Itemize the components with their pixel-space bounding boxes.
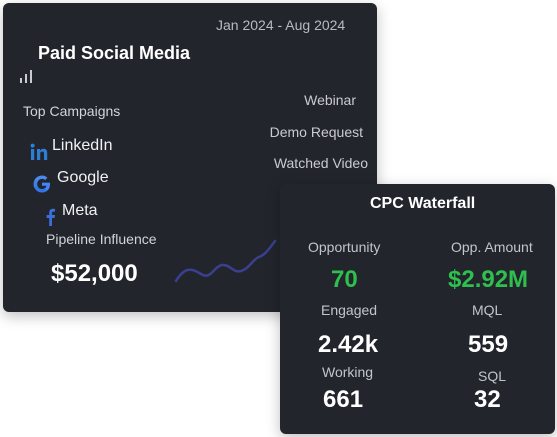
metric-value-sql: 32 — [474, 386, 501, 413]
metric-value-working: 661 — [323, 386, 364, 413]
linkedin-icon — [30, 143, 48, 160]
metric-value-mql: 559 — [468, 331, 509, 358]
right-list-item: Webinar — [304, 92, 356, 108]
right-list-item: Demo Request — [269, 124, 363, 140]
facebook-icon — [46, 208, 55, 226]
card-title: CPC Waterfall — [370, 195, 476, 212]
metric-label-engaged: Engaged — [321, 302, 378, 318]
metric-label-working: Working — [322, 364, 374, 380]
google-icon — [33, 175, 50, 193]
right-list-item: Watched Video — [273, 155, 368, 171]
pipeline-influence-value: $52,000 — [51, 260, 138, 287]
campaign-google: Google — [57, 169, 109, 186]
metric-label-mql: MQL — [472, 302, 503, 318]
pipeline-influence-label: Pipeline Influence — [46, 231, 157, 247]
metric-value-opportunity: 70 — [331, 266, 358, 293]
card-title: Paid Social Media — [38, 43, 191, 63]
top-campaigns-label: Top Campaigns — [23, 103, 121, 119]
metric-label-sql: SQL — [478, 368, 507, 384]
campaign-linkedin: LinkedIn — [52, 137, 113, 154]
metric-label-opp-amount: Opp. Amount — [451, 239, 533, 255]
sparkline — [174, 239, 277, 283]
bar-chart-icon — [20, 70, 32, 83]
metric-value-engaged: 2.42k — [318, 331, 379, 358]
metric-value-opp-amount: $2.92M — [448, 266, 529, 293]
campaign-meta: Meta — [62, 202, 98, 219]
paid-social-card: Jan 2024 - Aug 2024 Paid Social Media To… — [3, 3, 377, 312]
metric-label-opportunity: Opportunity — [308, 239, 381, 255]
cpc-waterfall-card: CPC Waterfall Opportunity Opp. Amount 70… — [280, 184, 555, 434]
date-range: Jan 2024 - Aug 2024 — [216, 17, 346, 33]
